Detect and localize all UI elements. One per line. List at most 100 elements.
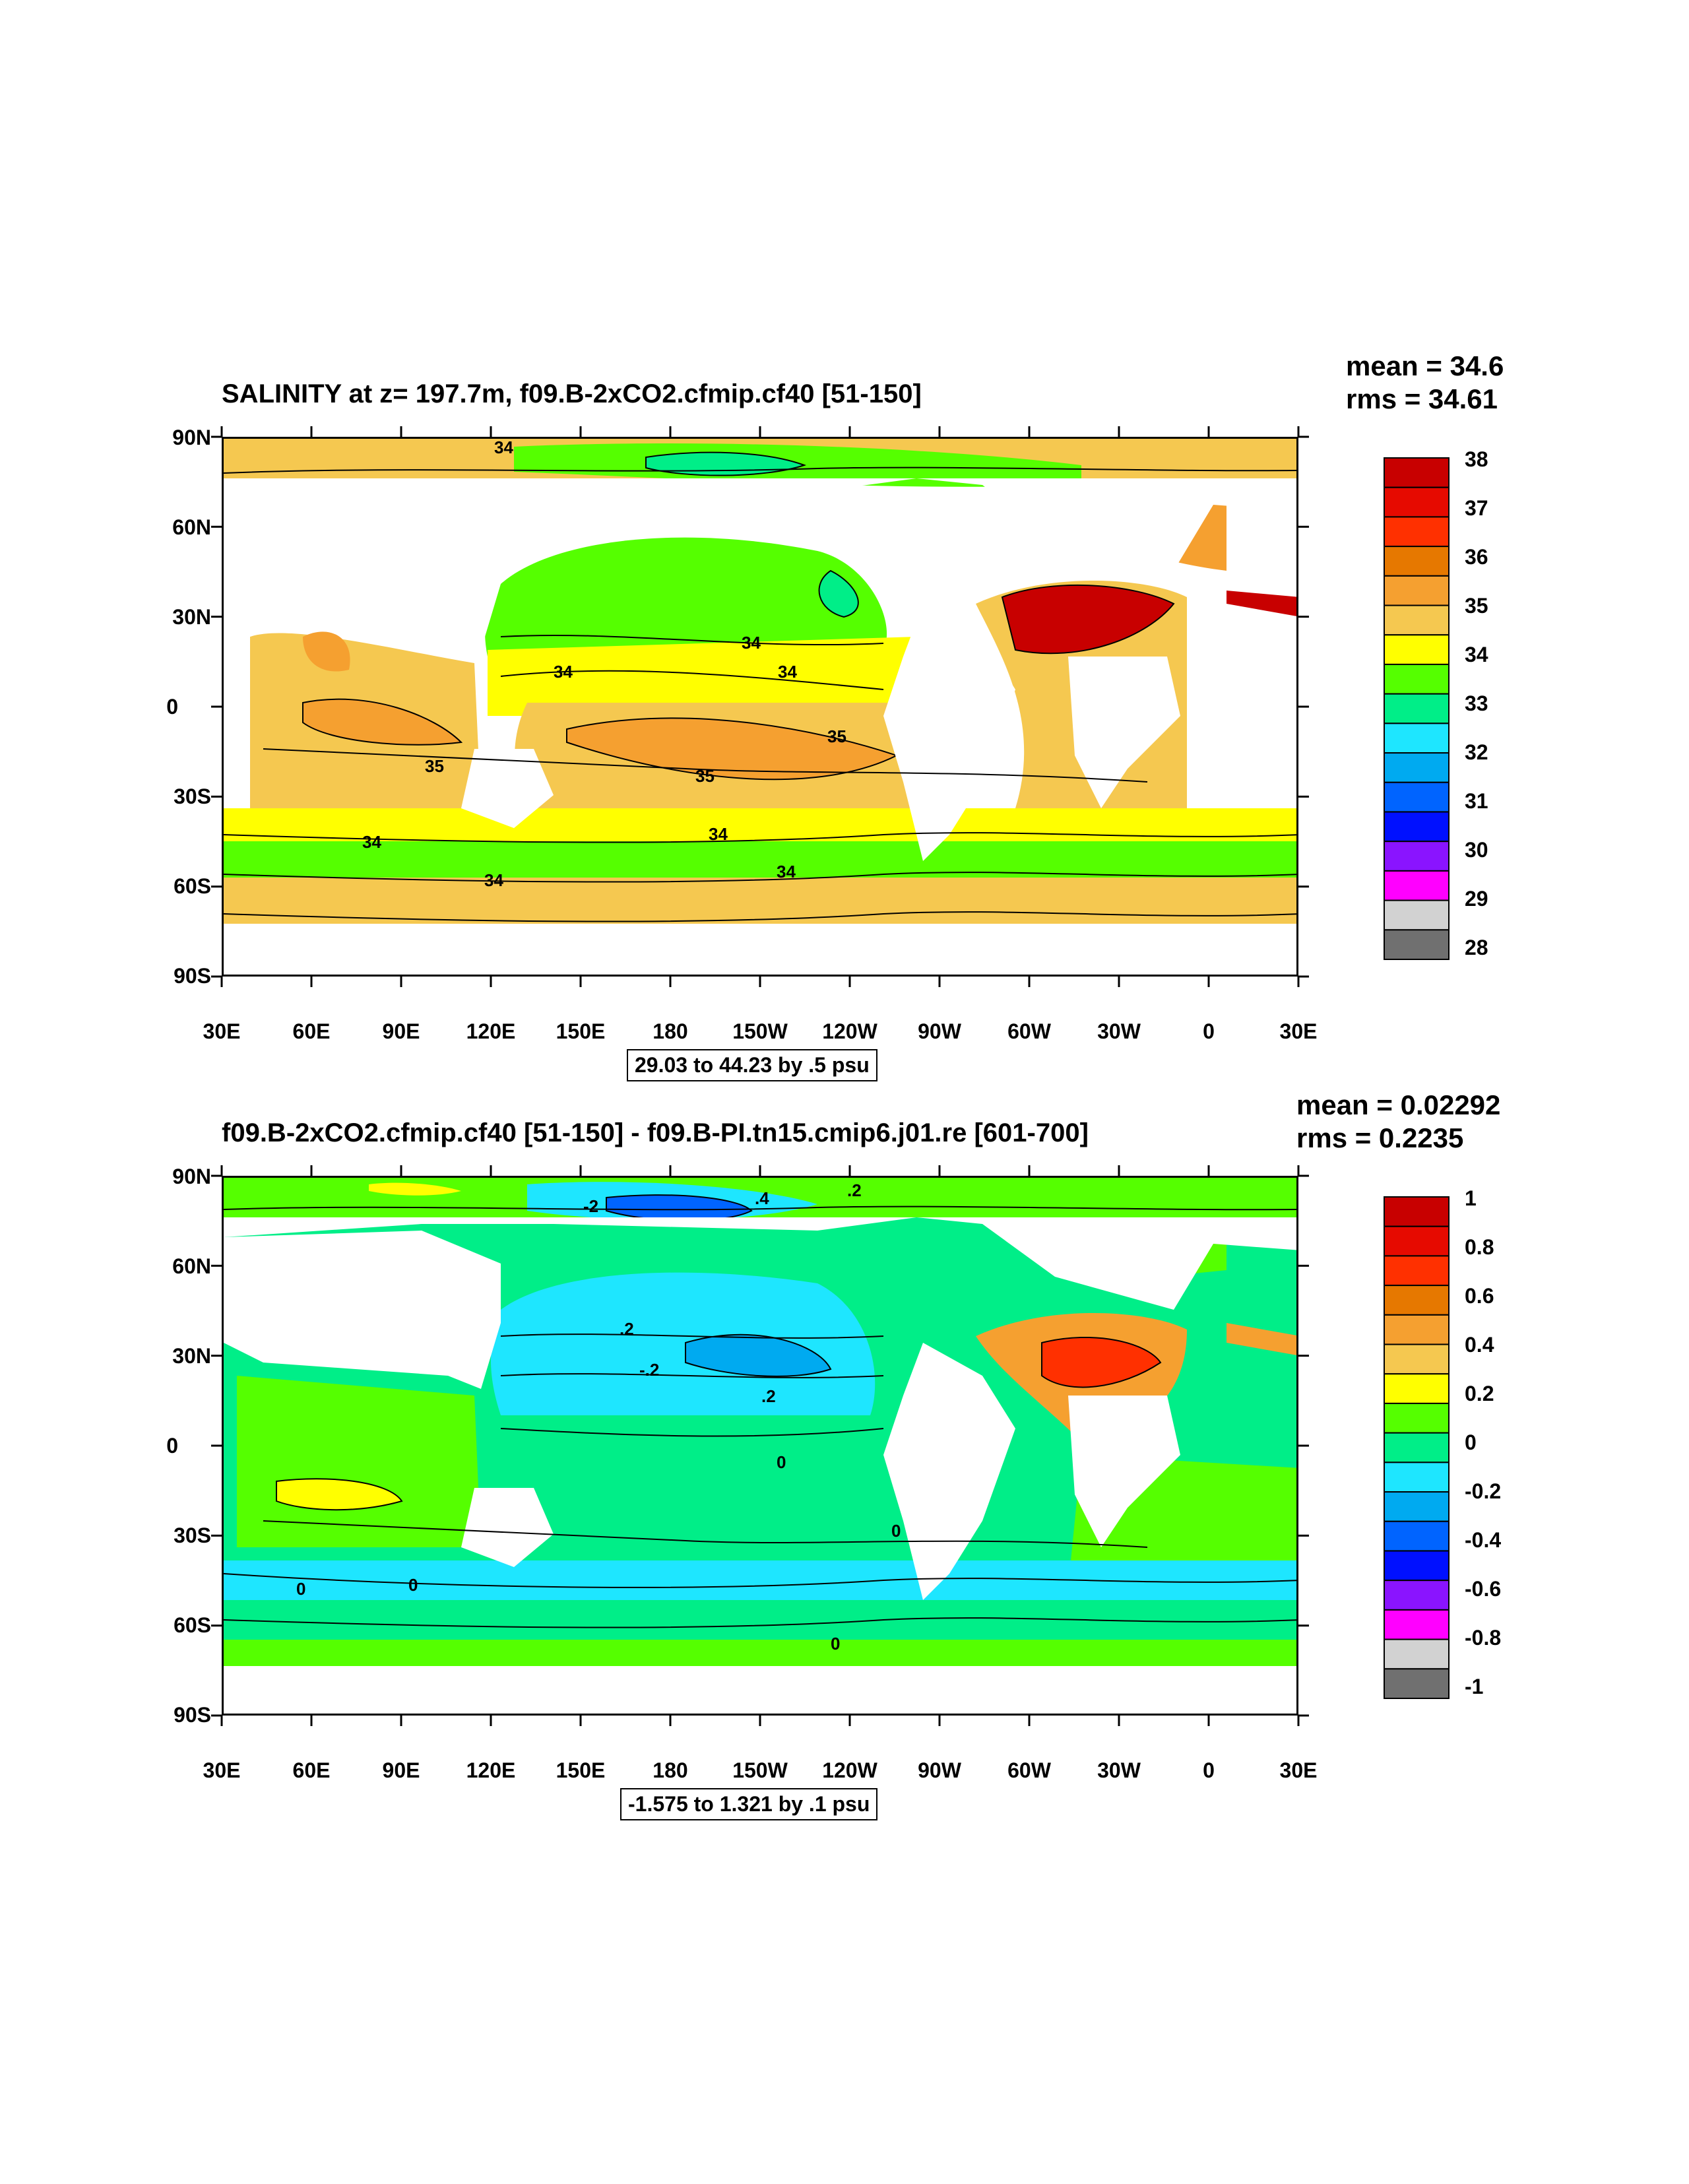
lat-label: 0 — [166, 1434, 178, 1458]
colorbar-swatch — [1384, 1225, 1450, 1257]
landmass — [461, 749, 554, 828]
contour-label: 34 — [742, 633, 761, 653]
colorbar-label: -1 — [1465, 1675, 1484, 1698]
ocean-field — [488, 637, 923, 716]
colorbar-swatch — [1384, 1432, 1450, 1463]
landmass — [1068, 1396, 1180, 1547]
colorbar-swatch — [1384, 1196, 1450, 1227]
lat-label: 60N — [172, 1254, 211, 1278]
colorbar-swatch — [1384, 781, 1450, 813]
colorbar-label: 1 — [1465, 1186, 1477, 1210]
colorbar-swatch — [1384, 1520, 1450, 1552]
contour-label: 34 — [484, 870, 503, 890]
lon-label: 180 — [653, 1019, 688, 1043]
colorbar-label: 28 — [1465, 936, 1488, 959]
contour-label: 35 — [425, 756, 444, 776]
colorbar-label: 33 — [1465, 691, 1488, 715]
panel-2-contour-info: -1.575 to 1.321 by .1 psu — [620, 1788, 878, 1820]
colorbar-label: 35 — [1465, 594, 1488, 618]
colorbar-label: 30 — [1465, 838, 1488, 862]
colorbar-swatch — [1384, 604, 1450, 636]
landmass — [224, 492, 501, 650]
contour-label: 0 — [831, 1634, 840, 1654]
contour-label-group: -2 .4 .2 .2 -.2 .2 0 0 0 0 0 — [296, 1180, 901, 1654]
colorbar-label: 34 — [1465, 643, 1488, 666]
lon-label: 150W — [732, 1019, 788, 1043]
colorbar-swatch — [1384, 1609, 1450, 1640]
panel-2-rms: rms = 0.2235 — [1296, 1122, 1464, 1153]
lon-label: 30W — [1097, 1758, 1141, 1782]
colorbar-swatch — [1384, 1668, 1450, 1700]
lon-label: 90E — [382, 1758, 420, 1782]
ocean-field — [1041, 1336, 1162, 1388]
colorbar-swatch — [1384, 663, 1450, 695]
ocean-field — [485, 537, 887, 657]
lon-label: 90W — [918, 1758, 961, 1782]
contour-label: 35 — [695, 766, 715, 786]
lon-label: 30E — [1279, 1019, 1318, 1043]
contour-lines — [224, 1205, 1296, 1628]
ocean-field — [1001, 584, 1175, 655]
lon-label: 30E — [1279, 1758, 1318, 1782]
panel-1-map: 34 34 34 34 35 35 35 34 34 34 34 — [222, 437, 1298, 977]
contour-label: .2 — [761, 1386, 776, 1406]
contour-label: 0 — [777, 1452, 786, 1472]
lon-label: 30E — [203, 1019, 241, 1043]
contour-label: 34 — [494, 439, 513, 457]
colorbar-label: 0.8 — [1465, 1235, 1494, 1259]
ocean-field — [303, 631, 350, 672]
colorbar-swatch — [1384, 723, 1450, 754]
lon-label: 120W — [822, 1758, 877, 1782]
contour-label: 0 — [296, 1579, 305, 1599]
lon-label: 120W — [822, 1019, 877, 1043]
lat-label: 60S — [174, 1613, 211, 1637]
colorbar-swatch — [1384, 811, 1450, 843]
ocean-field — [685, 1333, 832, 1377]
colorbar-label: 32 — [1465, 740, 1488, 764]
colorbar-swatch — [1384, 486, 1450, 518]
lon-label: 30E — [203, 1758, 241, 1782]
contour-lines — [224, 466, 1296, 922]
lon-label: 60W — [1007, 1019, 1051, 1043]
lon-label: 0 — [1203, 1758, 1215, 1782]
contour-label: 34 — [362, 832, 381, 852]
landmass — [883, 1343, 1015, 1600]
landmass — [461, 1488, 554, 1567]
colorbar-swatch — [1384, 1343, 1450, 1375]
contour-label: 34 — [777, 862, 796, 882]
lat-label: 90N — [172, 1165, 211, 1188]
contour-label: 0 — [408, 1575, 418, 1595]
lat-label: 60N — [172, 515, 211, 539]
lat-label: 30N — [172, 605, 211, 629]
colorbar-swatch — [1384, 1580, 1450, 1611]
ocean-field — [224, 1640, 1296, 1666]
colorbar-label: 0.4 — [1465, 1333, 1494, 1357]
landmass — [224, 1231, 501, 1389]
colorbar-label: -0.6 — [1465, 1577, 1502, 1601]
panel-1-rms: rms = 34.61 — [1346, 383, 1498, 414]
ocean-field — [1227, 591, 1296, 616]
lon-label: 90W — [918, 1019, 961, 1043]
contour-label-group: 34 34 34 34 35 35 35 34 34 34 34 — [362, 439, 846, 890]
lat-label: 30S — [174, 1524, 211, 1547]
landmass — [1068, 657, 1180, 808]
colorbar-label: -0.4 — [1465, 1528, 1502, 1552]
colorbar-label: -0.2 — [1465, 1479, 1502, 1503]
colorbar-swatch — [1384, 516, 1450, 548]
colorbar-swatch — [1384, 870, 1450, 901]
panel-1-title: SALINITY at z= 197.7m, f09.B-2xCO2.cfmip… — [222, 379, 922, 408]
lat-label: 0 — [166, 695, 178, 719]
lon-label: 120E — [466, 1019, 516, 1043]
colorbar-swatch — [1384, 575, 1450, 606]
colorbar-label: -0.8 — [1465, 1626, 1502, 1650]
colorbar-swatch — [1384, 634, 1450, 665]
lat-label: 30S — [174, 785, 211, 808]
landmass — [224, 478, 1296, 571]
panel-2-map: -2 .4 .2 .2 -.2 .2 0 0 0 0 0 — [222, 1176, 1298, 1716]
contour-label: 35 — [827, 726, 846, 746]
colorbar-swatch — [1384, 899, 1450, 931]
lat-label: 90S — [174, 964, 211, 988]
ocean-field — [491, 1272, 876, 1415]
landmass — [224, 1217, 1296, 1310]
colorbar-swatch — [1384, 693, 1450, 724]
